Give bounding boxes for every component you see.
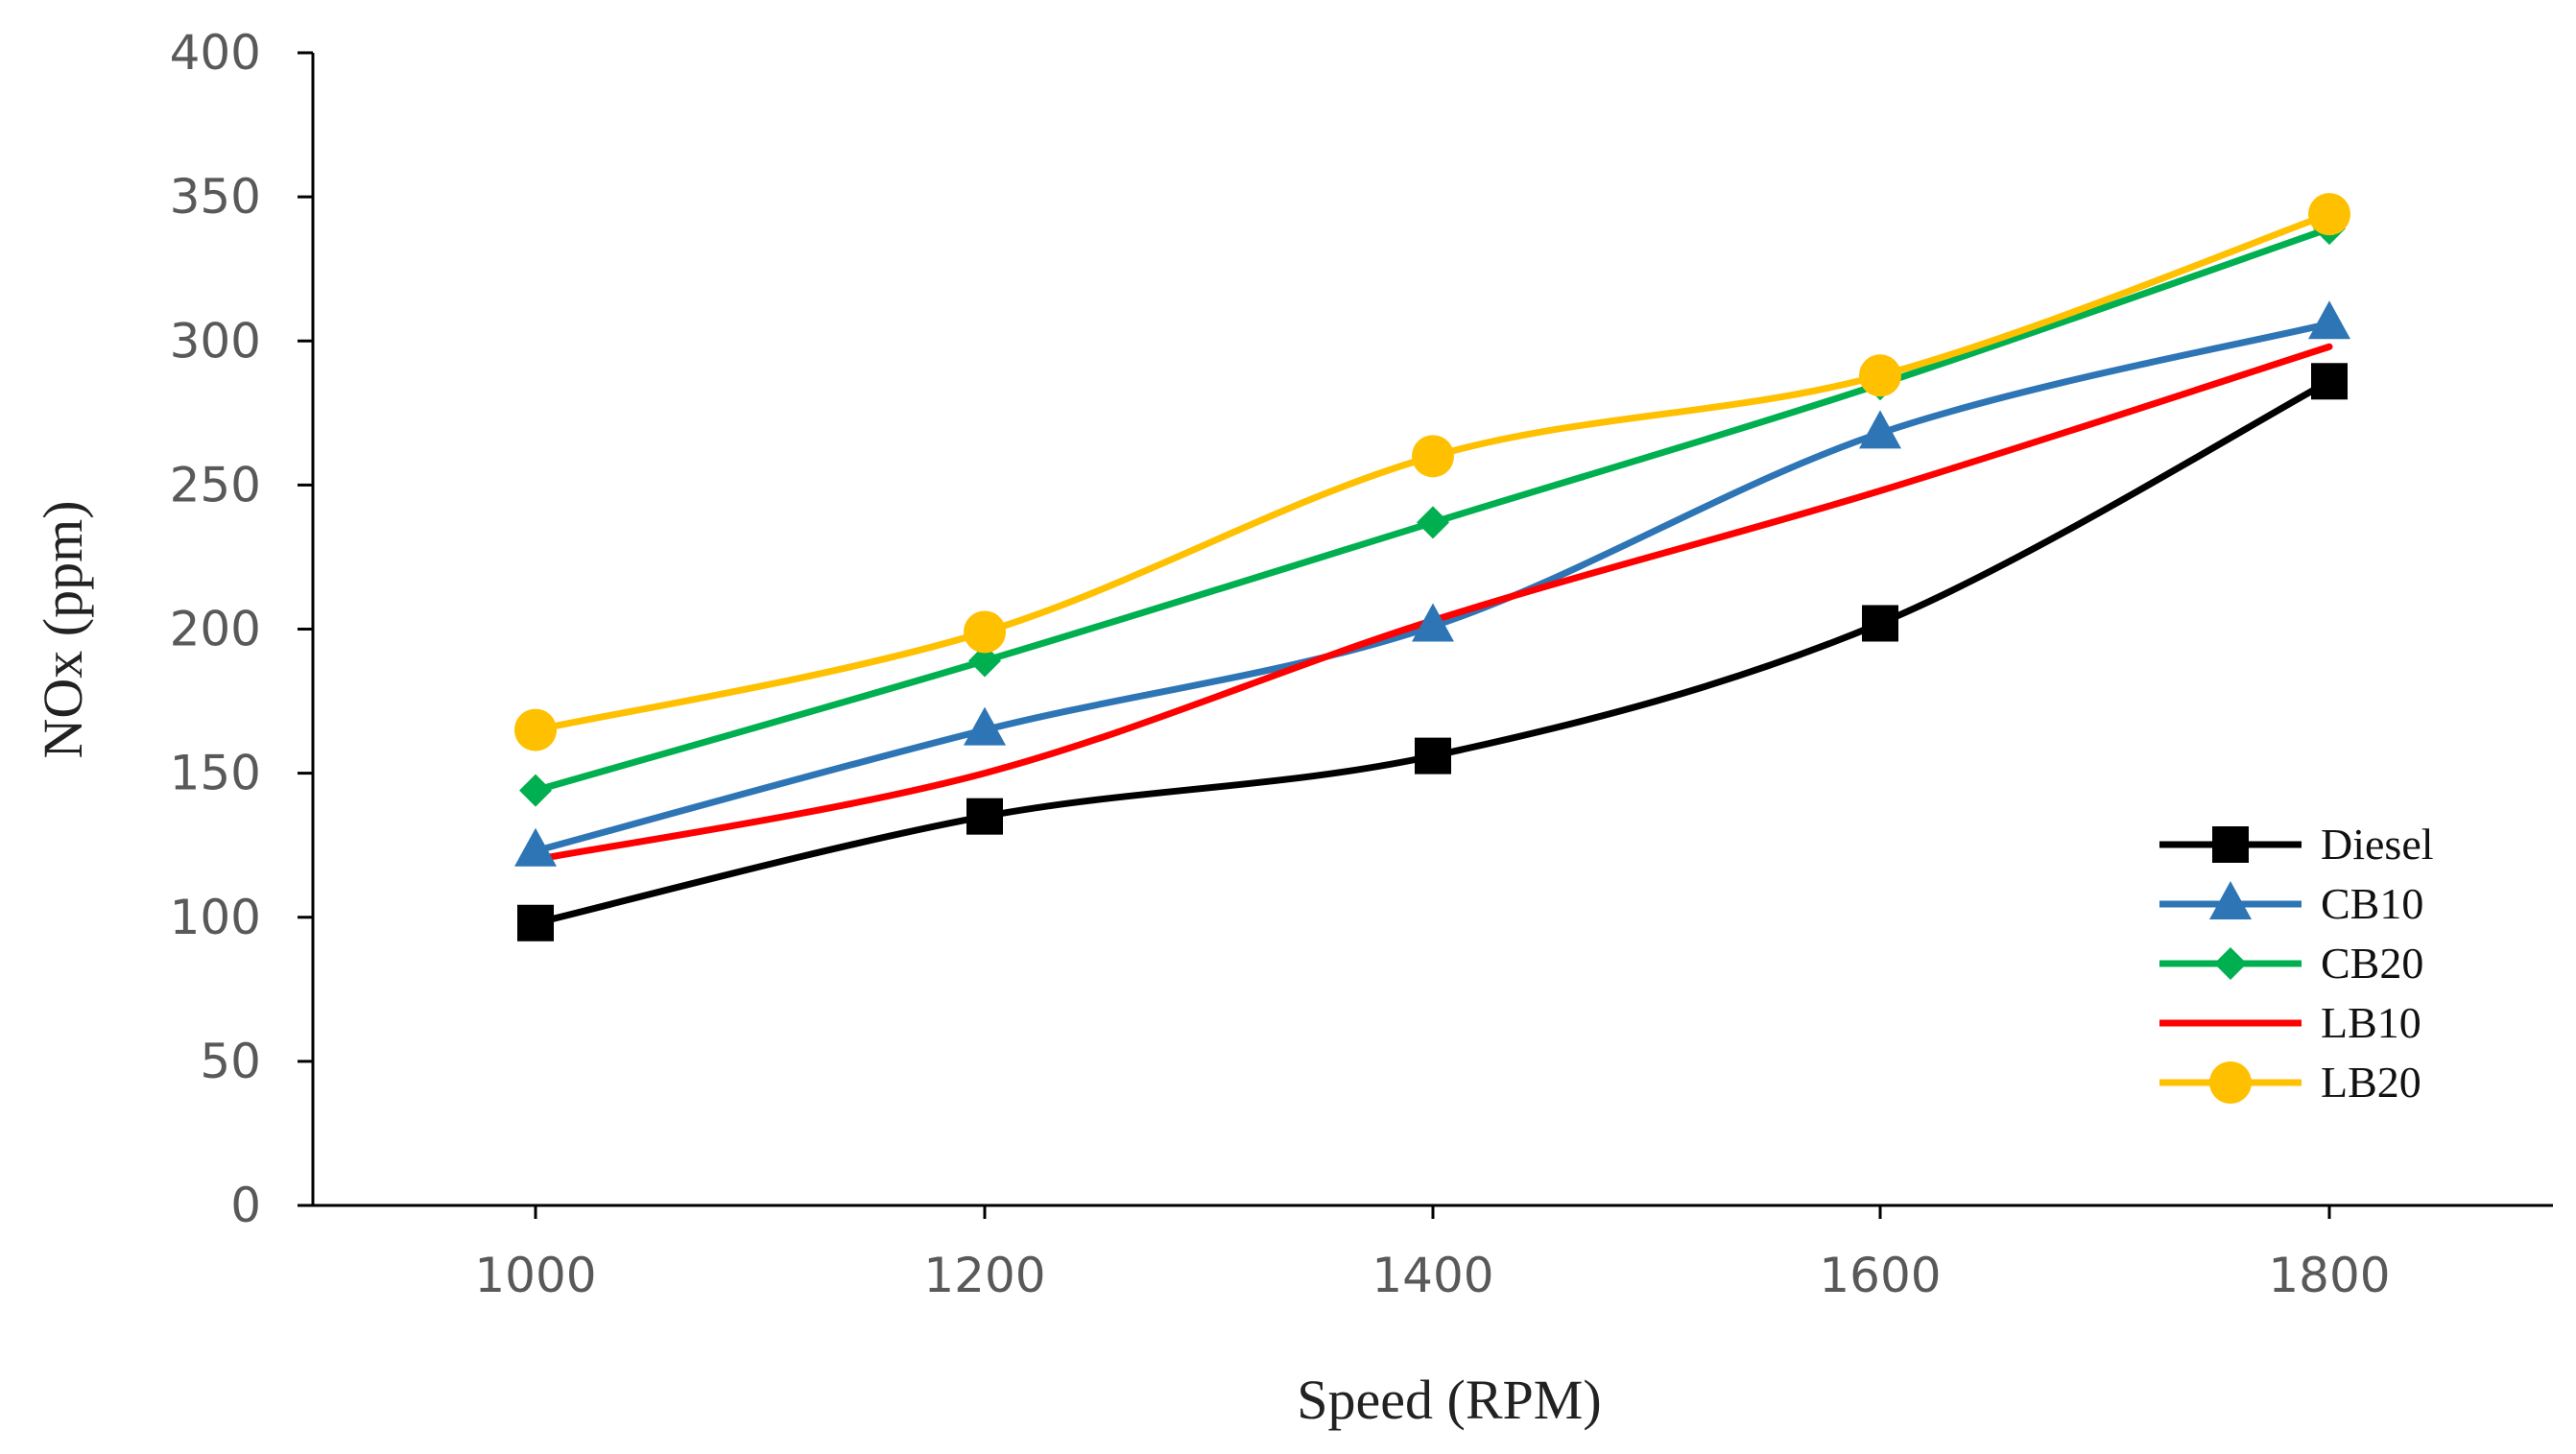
y-tick-label: 150 [170, 746, 261, 801]
data-point-cb10 [514, 827, 557, 867]
series-lines [532, 210, 2333, 927]
data-point-lb20 [2308, 193, 2350, 236]
legend-label-diesel: Diesel [2321, 820, 2434, 869]
data-point-diesel [2311, 363, 2348, 400]
legend: Diesel CB10 CB20 LB10 LB20 [2159, 820, 2434, 1107]
y-axis-title: NOx (ppm) [32, 500, 94, 758]
series-markers [514, 193, 2350, 942]
y-tick-label: 300 [170, 313, 261, 369]
data-point-cb10 [2308, 300, 2350, 340]
x-tick-label: 1000 [474, 1248, 596, 1303]
data-point-diesel [1862, 605, 1898, 642]
x-ticks: 1000 1200 1400 1600 1800 [474, 1205, 2391, 1303]
y-tick-label: 100 [170, 890, 261, 945]
legend-label-cb20: CB20 [2321, 939, 2423, 988]
x-axis-title: Speed (RPM) [1297, 1369, 1601, 1431]
x-tick-label: 1600 [1819, 1248, 1941, 1303]
legend-marker-lb20 [2209, 1061, 2252, 1104]
y-ticks: 0 50 100 150 200 250 300 350 400 [170, 25, 313, 1233]
data-point-diesel [1415, 737, 1451, 775]
series-line-lb10 [532, 343, 2333, 864]
y-tick-label: 200 [170, 602, 261, 657]
data-point-lb20 [964, 610, 1006, 654]
x-tick-label: 1400 [1371, 1248, 1493, 1303]
data-point-lb20 [1412, 435, 1454, 478]
legend-marker-cb10 [2209, 881, 2252, 919]
data-point-cb20 [1417, 506, 1449, 539]
data-point-cb10 [1859, 410, 1901, 449]
data-point-diesel [966, 798, 1003, 835]
y-tick-label: 250 [170, 457, 261, 512]
y-tick-label: 0 [230, 1178, 261, 1233]
data-point-cb20 [968, 644, 1001, 678]
legend-marker-cb20 [2214, 947, 2247, 980]
x-tick-label: 1800 [2268, 1248, 2390, 1303]
legend-label-lb10: LB10 [2321, 998, 2421, 1047]
legend-label-cb10: CB10 [2321, 879, 2423, 928]
data-point-cb20 [519, 774, 552, 807]
data-point-cb10 [1412, 603, 1454, 642]
data-point-cb10 [964, 706, 1006, 746]
data-point-lb20 [514, 708, 557, 751]
y-tick-label: 350 [170, 169, 261, 225]
x-tick-label: 1200 [923, 1248, 1045, 1303]
y-tick-label: 50 [200, 1034, 261, 1089]
data-point-diesel [517, 904, 554, 942]
legend-label-lb20: LB20 [2321, 1058, 2421, 1107]
y-tick-label: 400 [170, 25, 261, 81]
data-point-lb20 [1859, 354, 1901, 397]
legend-marker-diesel [2212, 826, 2249, 863]
